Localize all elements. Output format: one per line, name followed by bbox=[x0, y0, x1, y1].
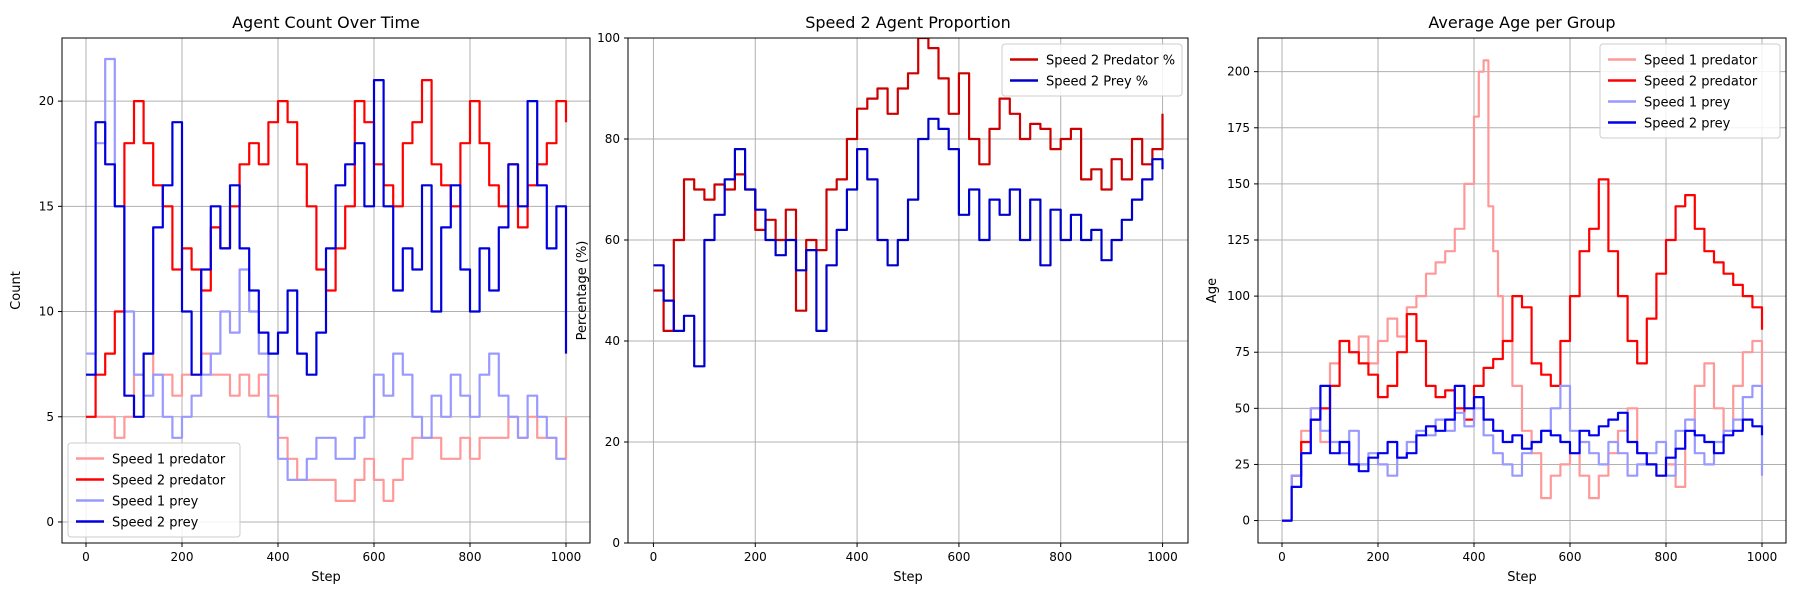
legend-box bbox=[1001, 43, 1183, 97]
chart-title: Agent Count Over Time bbox=[232, 13, 420, 32]
y-tick-label: 125 bbox=[1227, 233, 1250, 247]
legend-label: Speed 1 prey bbox=[112, 495, 199, 510]
x-tick-label: 200 bbox=[744, 550, 767, 564]
legend-label: Speed 1 prey bbox=[1644, 96, 1731, 111]
legend-label: Speed 2 predator bbox=[1644, 75, 1758, 90]
series-line-2 bbox=[653, 117, 1164, 368]
x-tick-label: 400 bbox=[267, 550, 290, 564]
axes-frame bbox=[1257, 37, 1787, 544]
series-line-1 bbox=[653, 38, 1164, 332]
y-tick-label: 40 bbox=[605, 334, 620, 348]
legend-label: Speed 1 predator bbox=[1644, 54, 1758, 69]
y-tick-label: 200 bbox=[1227, 65, 1250, 79]
y-axis-label: Age bbox=[1205, 278, 1220, 303]
x-tick-label: 600 bbox=[947, 550, 970, 564]
x-tick-label: 800 bbox=[1655, 550, 1678, 564]
chart-title: Average Age per Group bbox=[1428, 13, 1615, 32]
y-tick-label: 5 bbox=[46, 410, 54, 424]
x-tick-label: 200 bbox=[171, 550, 194, 564]
y-tick-label: 20 bbox=[605, 435, 620, 449]
y-tick-label: 80 bbox=[605, 132, 620, 146]
x-tick-label: 400 bbox=[846, 550, 869, 564]
x-tick-label: 0 bbox=[82, 550, 90, 564]
y-tick-label: 0 bbox=[1242, 514, 1250, 528]
series-line-4 bbox=[86, 78, 568, 418]
legend: Speed 1 predator Speed 2 predator Speed 1 … bbox=[1599, 43, 1781, 139]
series-line-3 bbox=[1282, 384, 1764, 522]
legend-label: Speed 2 prey bbox=[1644, 117, 1731, 132]
y-tick-label: 15 bbox=[39, 199, 54, 213]
x-tick-label: 200 bbox=[1367, 550, 1390, 564]
y-axis-label: Count bbox=[9, 271, 24, 310]
x-tick-label: 800 bbox=[1049, 550, 1072, 564]
legend-label: Speed 2 Predator % bbox=[1046, 54, 1175, 69]
legend: Speed 1 predator Speed 2 predator Speed 1 … bbox=[67, 442, 241, 538]
x-tick-label: 400 bbox=[1463, 550, 1486, 564]
x-tick-label: 1000 bbox=[551, 550, 582, 564]
y-tick-label: 60 bbox=[605, 233, 620, 247]
x-tick-label: 600 bbox=[363, 550, 386, 564]
chart-panel-3: 0 200 400 600 800 1000 0 25 50 75 100 125 150 175 200 A… bbox=[1205, 13, 1787, 585]
y-tick-label: 20 bbox=[39, 94, 54, 108]
series-line-4 bbox=[1282, 384, 1764, 522]
y-tick-label: 100 bbox=[597, 31, 620, 45]
x-tick-label: 800 bbox=[459, 550, 482, 564]
legend: Speed 2 Predator % Speed 2 Prey % bbox=[1001, 43, 1183, 97]
legend-box bbox=[67, 442, 241, 538]
series-line-1 bbox=[86, 352, 568, 502]
y-tick-label: 150 bbox=[1227, 177, 1250, 191]
series-line-2 bbox=[1282, 178, 1764, 522]
series-group bbox=[86, 57, 568, 502]
legend-label: Speed 2 predator bbox=[112, 474, 226, 489]
chart-panel-1: 0 200 400 600 800 1000 0 5 10 15 20 Agent Count Ove… bbox=[9, 13, 591, 585]
axes-frame bbox=[627, 37, 1189, 544]
y-tick-label: 25 bbox=[1235, 457, 1250, 471]
y-tick-label: 10 bbox=[39, 305, 54, 319]
y-tick-label: 100 bbox=[1227, 289, 1250, 303]
legend-label: Speed 2 prey bbox=[112, 516, 199, 531]
legend-label: Speed 2 Prey % bbox=[1046, 75, 1148, 90]
x-tick-label: 0 bbox=[650, 550, 658, 564]
series-group bbox=[653, 38, 1164, 368]
x-axis-label: Step bbox=[1507, 570, 1537, 585]
y-tick-label: 175 bbox=[1227, 121, 1250, 135]
series-line-3 bbox=[86, 57, 566, 481]
x-axis-label: Step bbox=[311, 570, 341, 585]
x-tick-label: 1000 bbox=[1147, 550, 1178, 564]
legend-box bbox=[1599, 43, 1781, 139]
chart-title: Speed 2 Agent Proportion bbox=[805, 13, 1011, 32]
y-tick-label: 0 bbox=[612, 536, 620, 550]
legend-label: Speed 1 predator bbox=[112, 453, 226, 468]
x-tick-label: 600 bbox=[1559, 550, 1582, 564]
y-tick-label: 50 bbox=[1235, 401, 1250, 415]
chart-panel-2: 0 200 400 600 800 1000 0 20 40 60 80 100 Speed 2 Age… bbox=[575, 13, 1189, 585]
series-group bbox=[1282, 59, 1764, 522]
x-tick-label: 1000 bbox=[1747, 550, 1778, 564]
axes-frame bbox=[61, 37, 591, 544]
y-tick-label: 0 bbox=[46, 515, 54, 529]
x-axis-label: Step bbox=[893, 570, 923, 585]
y-tick-label: 75 bbox=[1235, 345, 1250, 359]
y-axis-label: Percentage (%) bbox=[575, 241, 590, 341]
x-tick-label: 0 bbox=[1278, 550, 1286, 564]
